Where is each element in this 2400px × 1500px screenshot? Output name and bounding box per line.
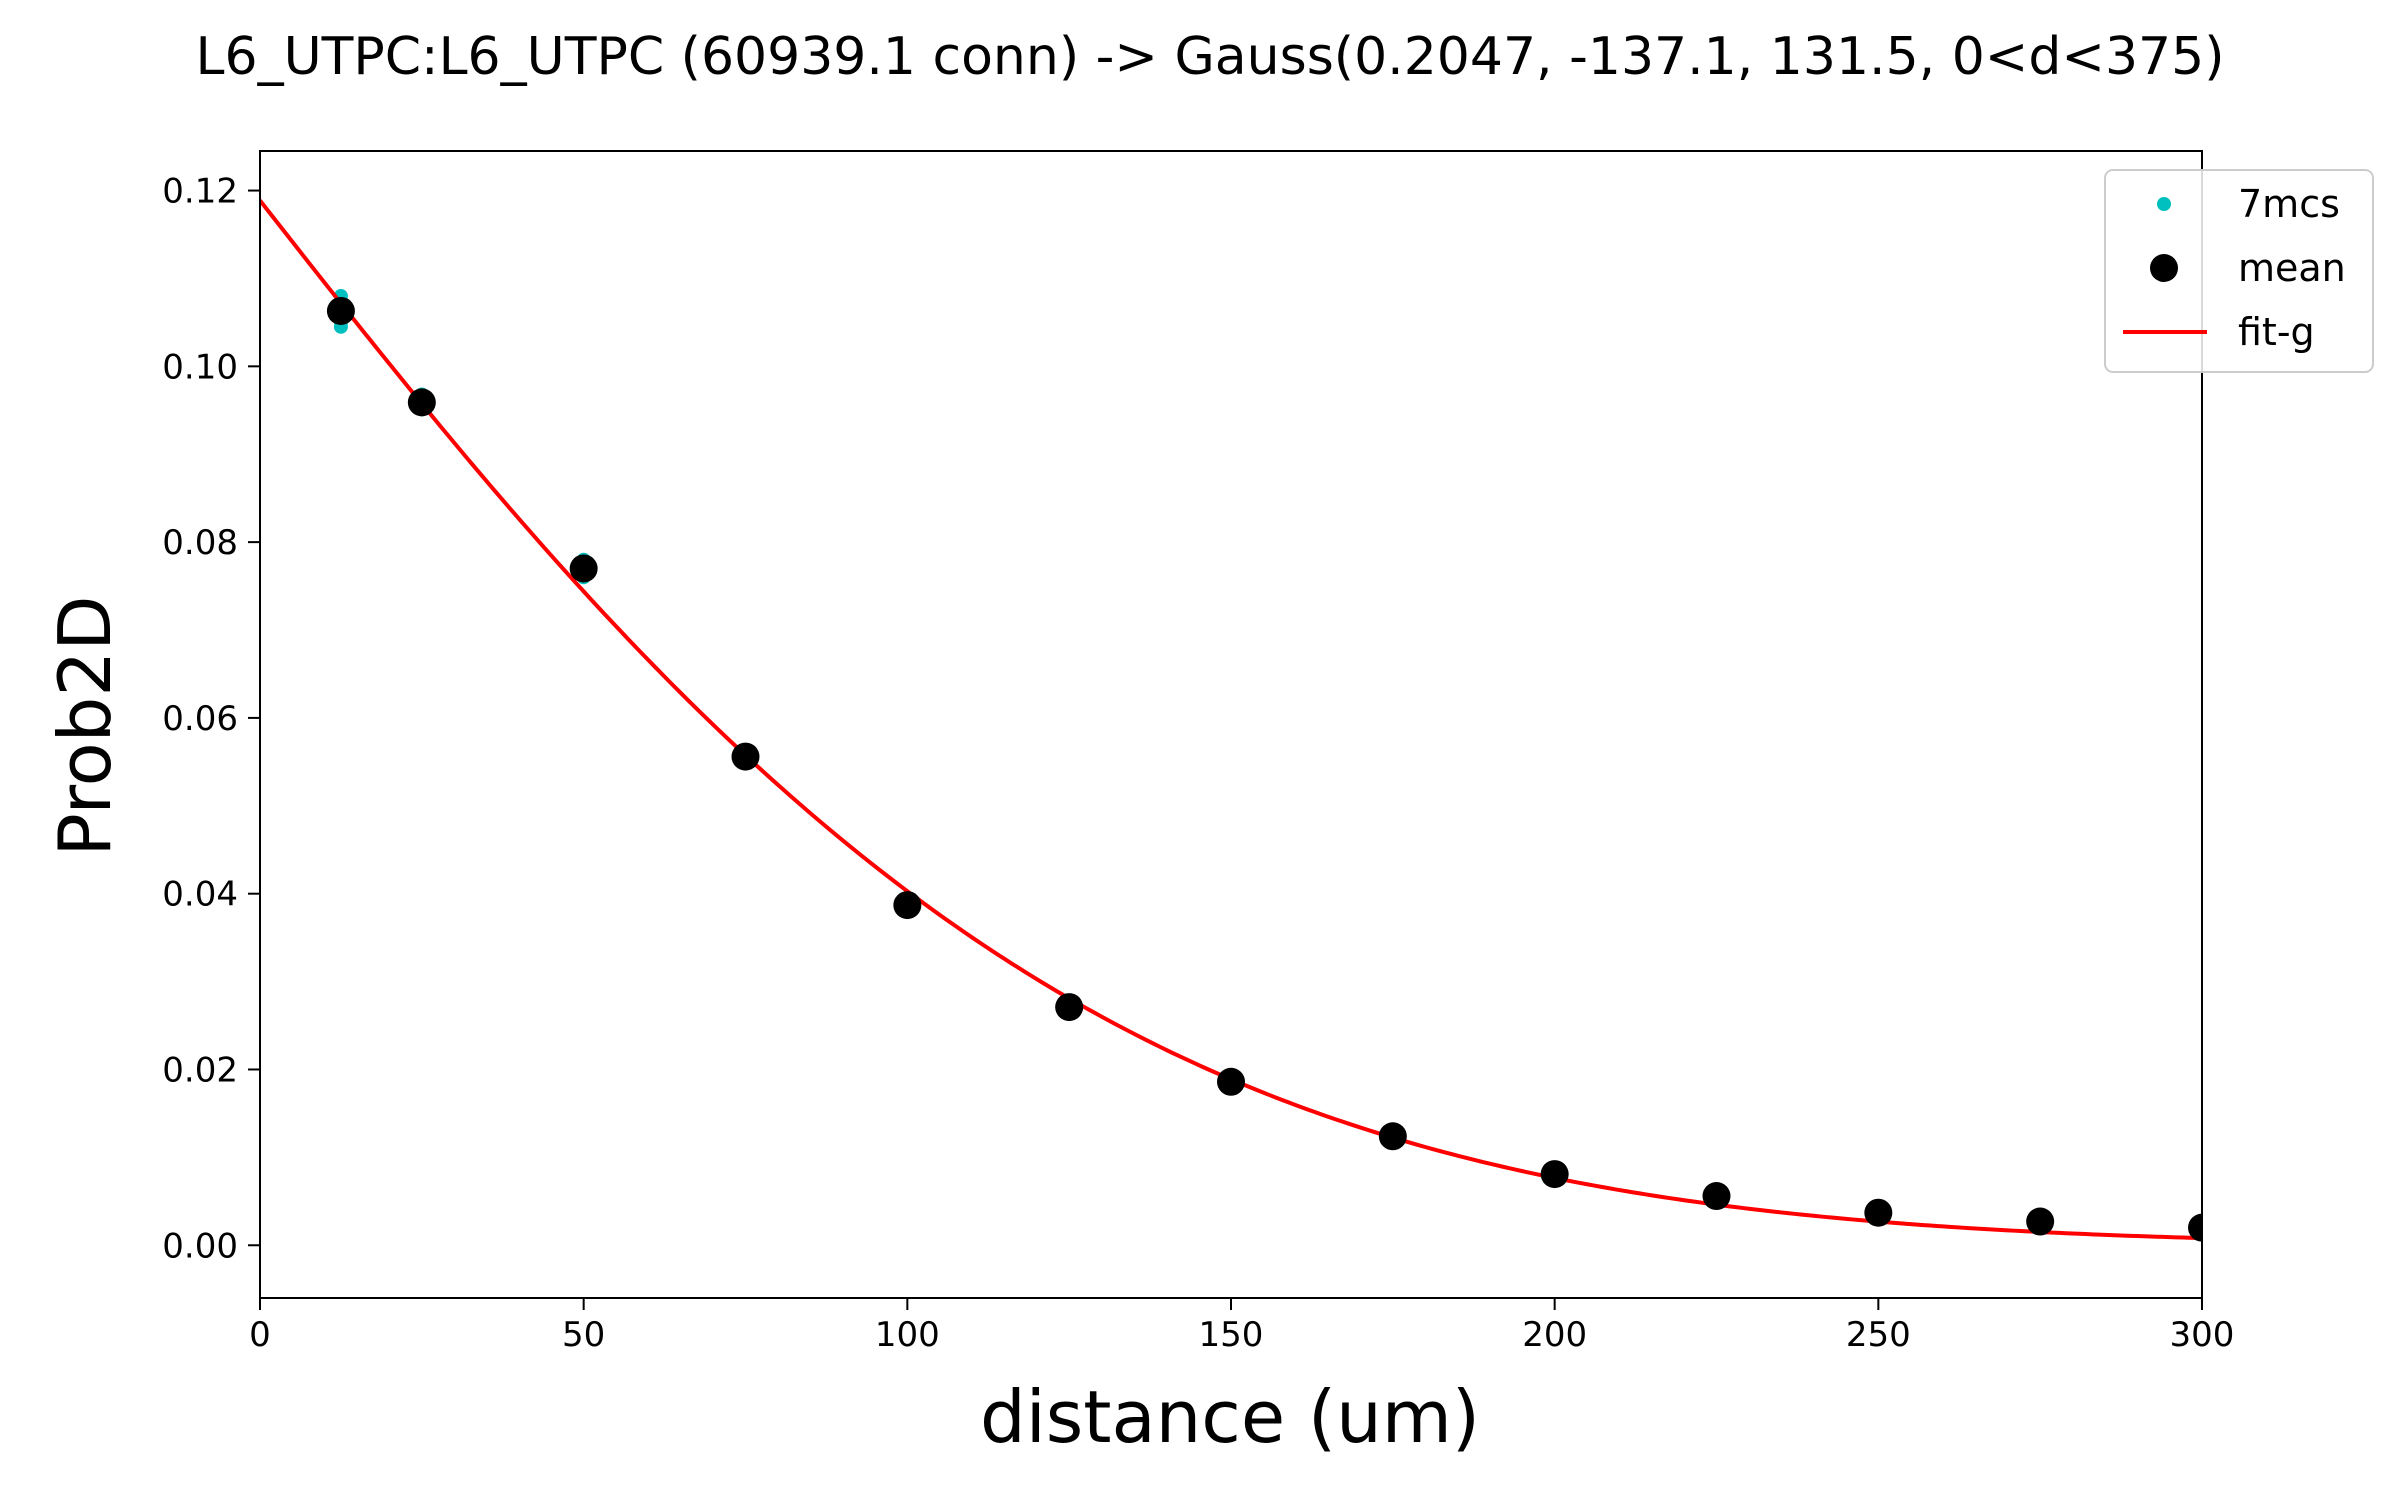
mean-point <box>569 554 598 583</box>
plot-frame <box>259 150 2203 1299</box>
legend-label: mean <box>2238 246 2346 290</box>
chart-title: L6_UTPC:L6_UTPC (60939.1 conn) -> Gauss(… <box>196 27 2225 87</box>
y-tick-label: 0.10 <box>162 347 238 387</box>
mean-point <box>1540 1160 1569 1189</box>
y-axis: 0.00 0.02 0.04 0.06 0.08 0.10 0.12 <box>162 172 260 1266</box>
mean-point <box>1864 1198 1893 1227</box>
x-axis: 0 50 100 150 200 250 300 <box>249 1298 2234 1355</box>
y-tick-label: 0.02 <box>162 1050 238 1090</box>
legend-box <box>2104 169 2374 373</box>
x-tick-label: 300 <box>2170 1315 2235 1355</box>
series-7mcs <box>333 289 2202 1236</box>
mean-point <box>1217 1067 1245 1096</box>
mean-point <box>2188 1213 2202 1242</box>
legend-marker-mean <box>2150 254 2178 282</box>
x-tick-label: 0 <box>249 1315 271 1355</box>
mean-point <box>1378 1122 1407 1151</box>
mean-point <box>731 742 760 771</box>
legend-marker-7mcs <box>2157 197 2171 211</box>
y-tick-label: 0.08 <box>162 523 238 563</box>
mean-point <box>326 296 355 325</box>
x-tick-label: 200 <box>1522 1315 1587 1355</box>
legend-label: fit-g <box>2238 310 2315 354</box>
legend-label: 7mcs <box>2238 182 2340 226</box>
y-tick-label: 0.06 <box>162 699 238 739</box>
y-tick-label: 0.00 <box>162 1226 238 1266</box>
mean-point <box>407 388 436 417</box>
x-tick-label: 100 <box>875 1315 940 1355</box>
series-mean <box>326 296 2202 1242</box>
mean-point <box>2026 1207 2055 1236</box>
x-tick-label: 50 <box>562 1315 605 1355</box>
mean-point <box>893 891 922 920</box>
y-tick-label: 0.04 <box>162 875 238 915</box>
x-tick-label: 250 <box>1846 1315 1911 1355</box>
mean-point <box>1055 993 1084 1022</box>
legend: 7mcs mean fit-g <box>2104 169 2374 373</box>
x-axis-title: distance (um) <box>980 1375 1480 1459</box>
y-tick-label: 0.12 <box>162 172 238 212</box>
y-axis-title: Prob2D <box>43 595 127 856</box>
x-tick-label: 150 <box>1199 1315 1264 1355</box>
mean-point <box>1702 1182 1731 1211</box>
